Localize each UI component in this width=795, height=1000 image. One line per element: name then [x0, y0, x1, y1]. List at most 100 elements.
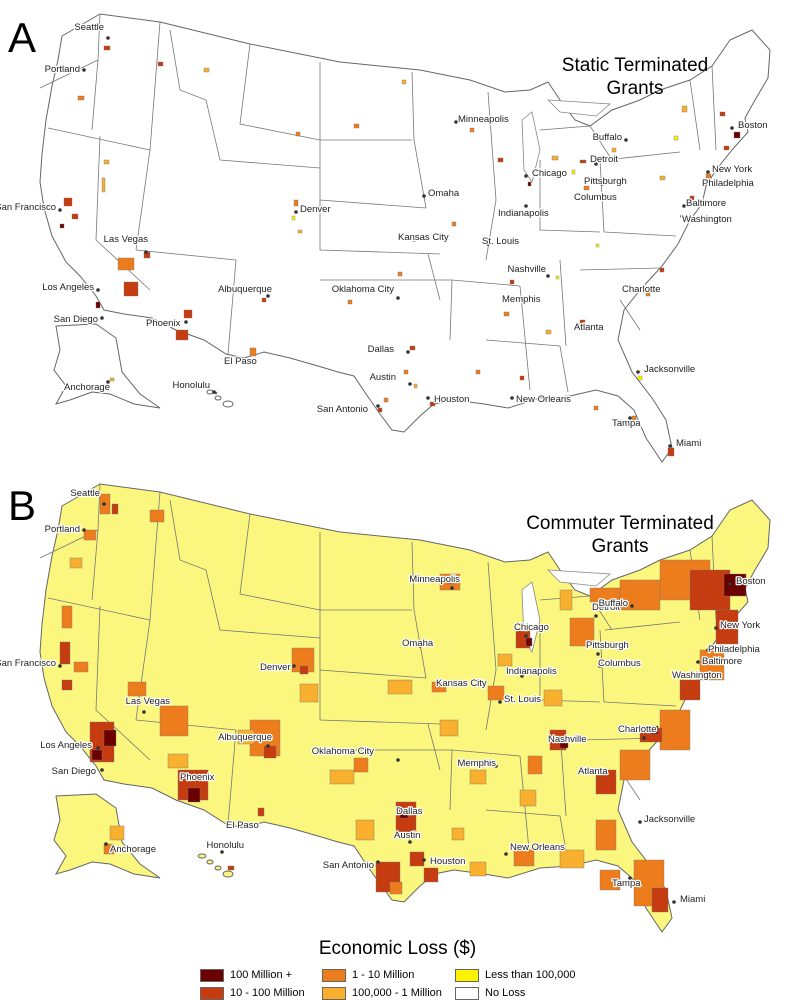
city-label: Omaha [428, 188, 460, 199]
city-dot [100, 316, 104, 320]
lake-michigan [521, 111, 541, 183]
city-dot [450, 586, 454, 590]
city-dot [638, 820, 642, 824]
loss-county [401, 79, 407, 85]
city-dot [184, 774, 188, 778]
loss-county [583, 185, 590, 191]
map-static: Seattle Portland San Francisco Las Vegas Los… [0, 13, 771, 463]
city-label: Detroit [590, 154, 618, 165]
loss-county [111, 503, 119, 515]
loss-county [263, 745, 277, 759]
city-label: Austin [394, 830, 420, 841]
city-dot [486, 242, 490, 246]
city-dot [396, 758, 400, 762]
city-dot [594, 162, 598, 166]
city-dot [422, 194, 426, 198]
city-label: Jacksonville [644, 814, 695, 825]
city-label: Boston [736, 576, 766, 587]
state-border [319, 669, 427, 679]
city-dot [266, 294, 270, 298]
loss-county [659, 175, 666, 181]
city-label: Pittsburgh [584, 176, 627, 187]
loss-county [95, 301, 101, 309]
city-dot [412, 238, 416, 242]
city-dot [706, 170, 710, 174]
city-label: Tampa [612, 418, 641, 429]
city-dot [682, 204, 686, 208]
legend-swatch [200, 986, 224, 1000]
loss-county [103, 843, 115, 855]
loss-county [469, 769, 487, 785]
state-border [539, 160, 601, 233]
state-border [411, 71, 427, 209]
legend-item-1-10m: 1 - 10 Million [322, 968, 414, 982]
legend-item-100k-1m: 100,000 - 1 Million [322, 986, 442, 1000]
state-border [227, 729, 237, 825]
loss-county [469, 861, 487, 877]
loss-county [61, 605, 73, 629]
city-label: San Antonio [317, 404, 368, 415]
loss-county [353, 123, 360, 129]
city-label: Chicago [532, 168, 567, 179]
loss-county [167, 753, 189, 769]
legend: Economic Loss ($) 100 Million + 10 - 100… [0, 938, 795, 1000]
state-border [519, 755, 531, 861]
loss-county [429, 401, 436, 407]
city-dot [504, 852, 508, 856]
city-dot [82, 528, 86, 532]
loss-county [203, 67, 210, 73]
loss-county [509, 279, 515, 285]
state-border [604, 151, 681, 161]
city-dot [266, 744, 270, 748]
hawaii-island [206, 859, 214, 865]
city-dot [696, 660, 700, 664]
loss-county [399, 809, 409, 819]
city-dot [422, 858, 426, 862]
state-border [711, 65, 717, 151]
loss-county [409, 345, 416, 351]
loss-county [377, 407, 383, 413]
legend-label: No Loss [485, 987, 526, 999]
city-label: Los Angeles [42, 282, 94, 293]
loss-county [409, 851, 425, 867]
city-dot [594, 614, 598, 618]
loss-county [73, 661, 89, 673]
loss-county [63, 197, 73, 207]
legend-swatch [322, 986, 346, 1000]
loss-county [659, 267, 665, 273]
city-dot [404, 808, 408, 812]
city-label: Denver [260, 662, 291, 673]
loss-county [619, 579, 661, 611]
legend-label: Less than 100,000 [485, 969, 576, 981]
city-dot [598, 664, 602, 668]
city-dot [292, 664, 296, 668]
city-label: Kansas City [398, 232, 449, 243]
loss-county [559, 589, 573, 611]
city-label: Dallas [368, 344, 395, 355]
state-border [319, 719, 441, 725]
loss-county [645, 291, 651, 297]
city-label: Indianapolis [506, 666, 557, 677]
city-dot [520, 674, 524, 678]
city-label: Nashville [507, 264, 546, 275]
city-label: Atlanta [578, 766, 608, 777]
panel-title-line2: Grants [591, 536, 649, 557]
loss-county [705, 173, 712, 179]
loss-county [355, 819, 375, 841]
state-border [619, 299, 641, 331]
loss-county [439, 719, 459, 737]
legend-item-10-100m: 10 - 100 Million [200, 986, 305, 1000]
loss-county [299, 665, 309, 675]
city-label: Oklahoma City [332, 284, 395, 295]
legend-swatch [455, 986, 479, 1000]
city-dot [636, 370, 640, 374]
city-label: Miami [676, 438, 701, 449]
city-dot [376, 404, 380, 408]
state-border [519, 285, 531, 391]
city-label: Washington [682, 214, 732, 225]
hawaii-island [197, 383, 207, 389]
legend-label: 100,000 - 1 Million [352, 987, 442, 999]
loss-county [157, 61, 164, 67]
city-dot [106, 380, 110, 384]
loss-hotspots [59, 493, 747, 913]
